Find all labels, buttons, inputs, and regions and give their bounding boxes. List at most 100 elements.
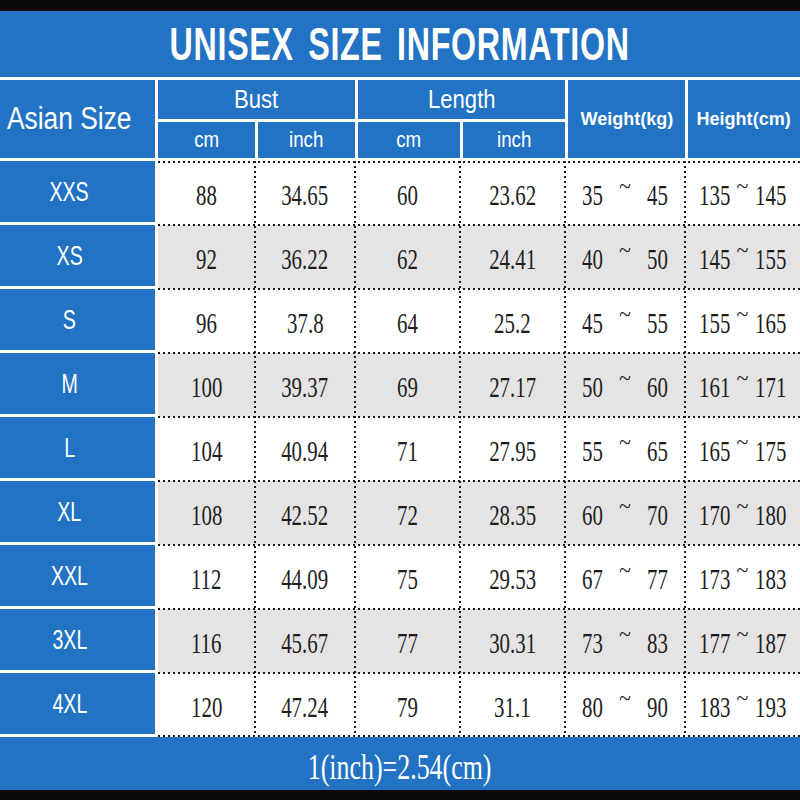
tilde: ~ <box>619 621 631 647</box>
length-cm-cell: 79 <box>355 673 460 737</box>
header-asian-size: Asian Size <box>0 80 158 158</box>
table-row: L 104 40.94 71 27.95 55~65 165~175 <box>0 417 800 481</box>
header-group-length: Length cm inch <box>355 80 565 158</box>
bust-inch-cell: 34.65 <box>255 161 355 225</box>
length-inch-cell: 27.95 <box>460 417 565 481</box>
bust-cm-cell: 112 <box>158 545 255 609</box>
size-label-cell: L <box>0 417 158 481</box>
header-group-bust: Bust cm inch <box>158 80 355 158</box>
bust-cm-cell: 92 <box>158 225 255 289</box>
tilde: ~ <box>737 301 749 327</box>
length-cm-cell: 75 <box>355 545 460 609</box>
bust-cm-cell: 100 <box>158 353 255 417</box>
height-range-cell: 135~145 <box>685 161 800 225</box>
table-row: 3XL 116 45.67 77 30.31 73~83 177~187 <box>0 609 800 673</box>
bust-inch-cell: 44.09 <box>255 545 355 609</box>
size-label-cell: XS <box>0 225 158 289</box>
bust-inch-cell: 39.37 <box>255 353 355 417</box>
length-inch-cell: 30.31 <box>460 609 565 673</box>
bust-cm-cell: 96 <box>158 289 255 353</box>
dotted-column-line <box>564 161 566 735</box>
height-range-cell: 177~187 <box>685 609 800 673</box>
conversion-note-band: 1(inch)=2.54(cm) <box>0 737 800 790</box>
weight-range-cell: 40~50 <box>565 225 685 289</box>
size-label-cell: S <box>0 289 158 353</box>
height-range-cell: 155~165 <box>685 289 800 353</box>
length-cm-cell: 72 <box>355 481 460 545</box>
length-cm-cell: 77 <box>355 609 460 673</box>
conversion-note: 1(inch)=2.54(cm) <box>308 739 492 788</box>
length-inch-cell: 28.35 <box>460 481 565 545</box>
bust-cm-cell: 108 <box>158 481 255 545</box>
table-row: 4XL 120 47.24 79 31.1 80~90 183~193 <box>0 673 800 737</box>
title-band: UNISEX SIZE INFORMATION <box>0 11 800 77</box>
tilde: ~ <box>619 173 631 199</box>
table-row: M 100 39.37 69 27.17 50~60 161~171 <box>0 353 800 417</box>
dotted-row-line <box>158 161 800 163</box>
dotted-row-line <box>158 544 800 546</box>
length-cm-cell: 60 <box>355 161 460 225</box>
weight-range-cell: 50~60 <box>565 353 685 417</box>
page-title: UNISEX SIZE INFORMATION <box>170 17 630 71</box>
bust-cm-header: cm <box>158 122 255 158</box>
tilde: ~ <box>619 493 631 519</box>
tilde: ~ <box>619 429 631 455</box>
dotted-row-line <box>158 352 800 354</box>
table-row: XS 92 36.22 62 24.41 40~50 145~155 <box>0 225 800 289</box>
bust-cm-cell: 104 <box>158 417 255 481</box>
table-body: XXS 88 34.65 60 23.62 35~45 135~145 XS 9… <box>0 161 800 737</box>
table-row: XL 108 42.52 72 28.35 60~70 170~180 <box>0 481 800 545</box>
weight-range-cell: 73~83 <box>565 609 685 673</box>
dotted-row-line <box>158 224 800 226</box>
length-inch-cell: 23.62 <box>460 161 565 225</box>
bust-inch-cell: 42.52 <box>255 481 355 545</box>
tilde: ~ <box>737 557 749 583</box>
height-range-cell: 183~193 <box>685 673 800 737</box>
dotted-row-line <box>158 416 800 418</box>
table-row: S 96 37.8 64 25.2 45~55 155~165 <box>0 289 800 353</box>
tilde: ~ <box>737 173 749 199</box>
weight-range-cell: 55~65 <box>565 417 685 481</box>
bust-inch-cell: 47.24 <box>255 673 355 737</box>
weight-range-cell: 80~90 <box>565 673 685 737</box>
size-label-cell: 3XL <box>0 609 158 673</box>
bust-cm-cell: 120 <box>158 673 255 737</box>
length-inch-header: inch <box>460 122 565 158</box>
size-label-cell: XXL <box>0 545 158 609</box>
height-range-cell: 161~171 <box>685 353 800 417</box>
dotted-row-line <box>158 672 800 674</box>
length-inch-cell: 25.2 <box>460 289 565 353</box>
length-cm-cell: 69 <box>355 353 460 417</box>
bust-inch-cell: 37.8 <box>255 289 355 353</box>
length-label: Length <box>428 84 496 115</box>
weight-range-cell: 67~77 <box>565 545 685 609</box>
height-range-cell: 165~175 <box>685 417 800 481</box>
bust-cm-cell: 88 <box>158 161 255 225</box>
length-inch-cell: 27.17 <box>460 353 565 417</box>
height-range-cell: 145~155 <box>685 225 800 289</box>
bottom-black-bar <box>0 790 800 800</box>
table-row: XXS 88 34.65 60 23.62 35~45 135~145 <box>0 161 800 225</box>
dotted-row-line <box>158 480 800 482</box>
length-inch-cell: 24.41 <box>460 225 565 289</box>
dotted-column-line <box>354 161 356 735</box>
dotted-column-line <box>459 161 461 735</box>
top-black-bar <box>0 0 800 11</box>
length-cm-cell: 71 <box>355 417 460 481</box>
length-inch-cell: 29.53 <box>460 545 565 609</box>
dotted-column-line <box>684 161 686 735</box>
bust-inch-cell: 36.22 <box>255 225 355 289</box>
dotted-column-line <box>254 161 256 735</box>
size-label-cell: M <box>0 353 158 417</box>
table-row: XXL 112 44.09 75 29.53 67~77 173~183 <box>0 545 800 609</box>
tilde: ~ <box>619 685 631 711</box>
bust-inch-cell: 40.94 <box>255 417 355 481</box>
tilde: ~ <box>619 365 631 391</box>
tilde: ~ <box>619 301 631 327</box>
size-label-cell: XXS <box>0 161 158 225</box>
weight-range-cell: 60~70 <box>565 481 685 545</box>
tilde: ~ <box>737 365 749 391</box>
tilde: ~ <box>737 621 749 647</box>
header-height: Height(cm) <box>685 80 800 158</box>
header-weight: Weight(kg) <box>565 80 685 158</box>
